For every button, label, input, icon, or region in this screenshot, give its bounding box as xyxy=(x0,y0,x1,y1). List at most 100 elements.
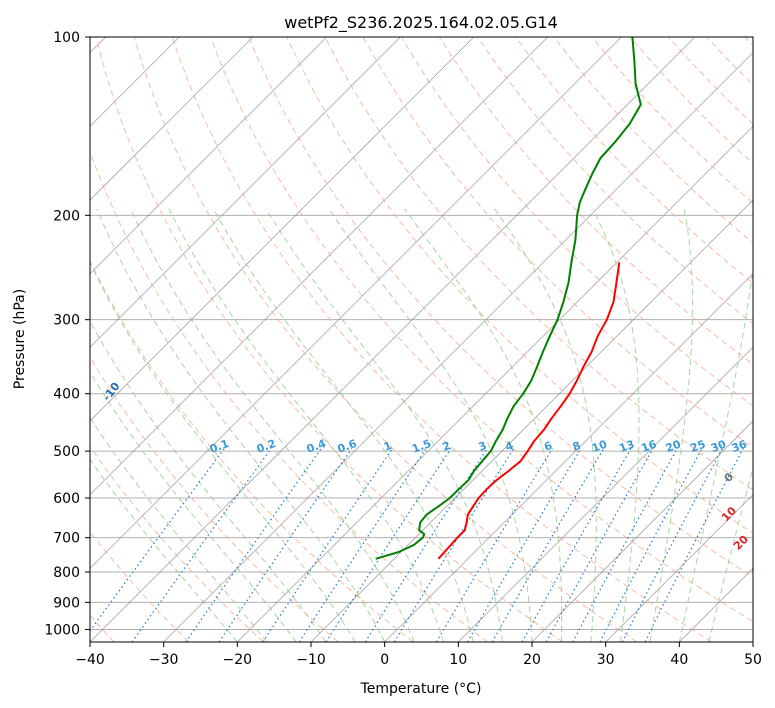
mixing-ratio-label: 36 xyxy=(730,438,749,456)
background-line-labels: -100-90-80-70-60-50-40-30-20-100.10.20.4… xyxy=(100,380,775,602)
moist-adiabat-label: 10 xyxy=(719,504,739,524)
moist-adiabat-line xyxy=(328,208,533,642)
mixing-ratio-line xyxy=(298,448,427,642)
mixing-ratio-line xyxy=(435,448,554,642)
isotherm-line xyxy=(531,420,753,642)
moist-adiabat-line xyxy=(168,208,445,642)
data-series xyxy=(375,37,642,560)
dry-adiabat-line xyxy=(133,37,638,642)
x-tick-label: 20 xyxy=(523,652,541,668)
moist-adiabat-line xyxy=(213,208,474,642)
mixing-ratio-line xyxy=(131,448,272,642)
dry-adiabat-line xyxy=(591,37,753,204)
isotherm-line xyxy=(752,641,753,642)
y-tick-label: 300 xyxy=(53,313,80,329)
mixing-ratio-line xyxy=(621,448,723,642)
dry-adiabat-line xyxy=(668,37,753,125)
mixing-ratio-label: 2 xyxy=(441,439,453,454)
dry-adiabat-line xyxy=(90,445,264,642)
mixing-ratio-label: 0.1 xyxy=(208,437,231,456)
dry-adiabat-line xyxy=(515,37,753,284)
isotherm-line xyxy=(237,125,753,642)
y-tick-label: 700 xyxy=(53,531,80,547)
mixing-ratio-line xyxy=(491,448,605,642)
y-axis-label: Pressure (hPa) xyxy=(12,289,28,389)
chart-title: wetPf2_S236.2025.164.02.05.G14 xyxy=(284,13,558,33)
x-axis-label: Temperature (°C) xyxy=(360,681,482,697)
dry-adiabat-line xyxy=(324,37,753,491)
x-tick-label: 0 xyxy=(380,652,389,668)
dry-adiabat-line xyxy=(553,37,753,244)
y-tick-label: 200 xyxy=(53,208,80,224)
isotherm-line xyxy=(163,52,753,642)
x-tick-label: −20 xyxy=(223,652,253,668)
dewpoint-profile-line xyxy=(375,37,642,560)
isotherm-line xyxy=(90,37,401,348)
y-tick-label: 800 xyxy=(53,565,80,581)
mixing-ratio-label: 4 xyxy=(503,439,515,454)
mixing-ratio-line xyxy=(325,448,452,642)
dry-adiabat-line xyxy=(210,37,753,623)
x-tick-label: −10 xyxy=(296,652,326,668)
y-axis-ticks: 100 200 300 400 500 600 700 800 900 1000 xyxy=(44,30,90,638)
temperature-profile-line xyxy=(437,262,621,560)
isotherm-line xyxy=(90,37,622,569)
moist-adiabat-line xyxy=(90,458,238,642)
moist-adiabat-label: 20 xyxy=(731,533,751,553)
mixing-ratio-label: 25 xyxy=(689,438,708,455)
mixing-ratio-line xyxy=(644,448,744,642)
isotherm-line xyxy=(458,346,753,642)
dry-adiabat-line xyxy=(90,531,190,642)
isotherm-line xyxy=(90,37,696,642)
x-tick-label: 50 xyxy=(744,652,762,668)
y-tick-label: 100 xyxy=(53,30,80,46)
mixing-ratio-line xyxy=(572,448,678,642)
mixing-ratio-label: 30 xyxy=(709,438,728,456)
moist-adiabat-line xyxy=(96,208,386,642)
x-tick-label: 30 xyxy=(597,652,615,668)
moist-adiabat-label: 40 xyxy=(766,582,775,602)
mixing-ratio-label: 1.5 xyxy=(410,437,433,456)
mixing-ratio-line xyxy=(466,448,582,642)
mixing-ratio-line xyxy=(185,448,322,642)
mixing-ratio-line xyxy=(364,448,488,642)
mixing-ratio-label: 0.6 xyxy=(336,437,359,456)
dry-adiabat-line xyxy=(95,37,563,642)
dry-adiabat-line xyxy=(90,259,414,642)
moist-adiabat-line xyxy=(649,208,694,642)
dry-adiabat-line xyxy=(90,356,339,642)
isotherm-line xyxy=(679,567,753,642)
moist-adiabat-line xyxy=(404,208,563,642)
dry-adiabat-line xyxy=(744,37,753,47)
mixing-ratio-label: 0.2 xyxy=(255,437,278,456)
isotherm-line xyxy=(384,273,753,642)
y-tick-label: 1000 xyxy=(44,622,80,638)
mixing-ratio-line xyxy=(262,448,393,642)
moist-adiabat-line xyxy=(592,208,640,642)
y-tick-label: 500 xyxy=(53,444,80,460)
x-axis-ticks: −40 −30 −20 −10 0 10 20 30 40 50 xyxy=(75,642,762,668)
mixing-ratio-line xyxy=(218,448,353,642)
x-tick-label: 40 xyxy=(670,652,688,668)
x-tick-label: −40 xyxy=(75,652,105,668)
mixing-ratio-label: 16 xyxy=(640,438,659,456)
dry-adiabat-label: -10 xyxy=(100,380,123,404)
x-tick-label: 10 xyxy=(449,652,467,668)
plot-frame xyxy=(89,36,754,643)
mixing-ratio-label: 6 xyxy=(542,439,554,454)
mixing-ratio-line xyxy=(393,448,515,642)
y-tick-label: 400 xyxy=(53,387,80,403)
moist-adiabat-line xyxy=(130,208,415,642)
moist-adiabat-line xyxy=(90,370,297,642)
mixing-ratio-label: 20 xyxy=(664,438,683,456)
dry-adiabat-line xyxy=(171,37,712,642)
isotherm-line xyxy=(605,494,753,642)
background-lines xyxy=(90,37,753,642)
mixing-ratio-line xyxy=(521,448,632,642)
dry-adiabat-line xyxy=(248,37,753,578)
moist-adiabat-line xyxy=(90,261,356,642)
mixing-ratio-label: 0.4 xyxy=(305,437,328,456)
mixing-ratio-label: 1 xyxy=(382,439,394,454)
dry-adiabat-line xyxy=(286,37,753,534)
